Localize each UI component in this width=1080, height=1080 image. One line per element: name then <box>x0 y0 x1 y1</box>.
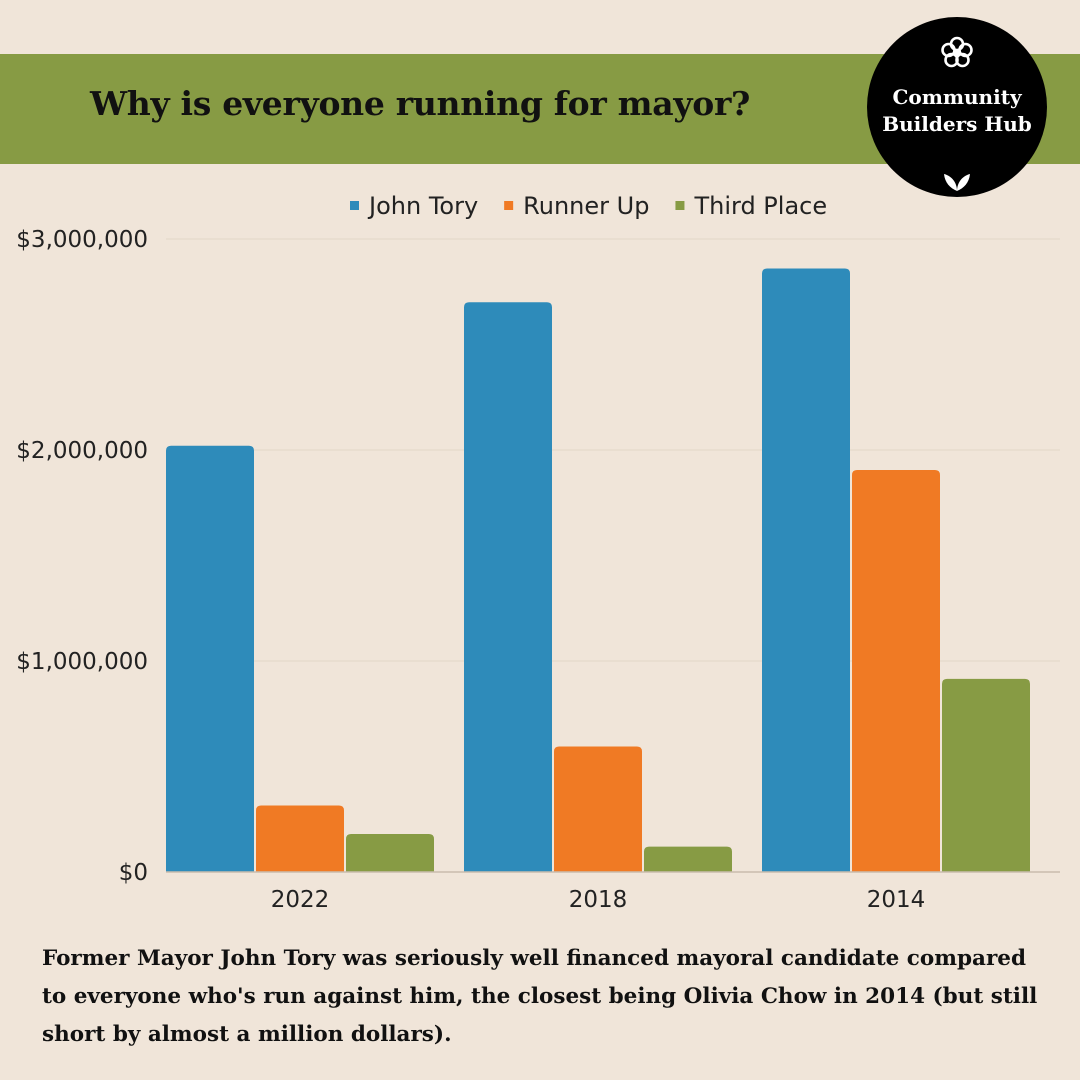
bar-runner-up-2018 <box>554 746 642 872</box>
legend-swatch <box>675 201 685 210</box>
y-tick-label: $3,000,000 <box>16 227 148 253</box>
page-title: Why is everyone running for mayor? <box>90 84 751 123</box>
bar-third-place-2018 <box>644 846 732 872</box>
bar-john-tory-2014 <box>762 268 850 872</box>
bar-third-place-2022 <box>346 834 434 872</box>
legend-label: Runner Up <box>523 192 649 220</box>
x-tick-label: 2018 <box>569 887 628 913</box>
leaf-icon <box>944 174 970 191</box>
legend-swatch <box>504 201 514 210</box>
bar-third-place-2014 <box>942 678 1030 872</box>
logo-text-line-1: Community <box>892 85 1022 109</box>
legend-swatch <box>350 201 359 210</box>
bar-john-tory-2022 <box>166 445 254 872</box>
x-tick-label: 2022 <box>271 887 330 913</box>
bar-runner-up-2014 <box>852 470 940 872</box>
logo-text-line-2: Builders Hub <box>882 112 1032 136</box>
legend-label: John Tory <box>367 192 478 220</box>
community-builders-hub-logo: Community Builders Hub <box>867 17 1047 197</box>
y-tick-label: $1,000,000 <box>16 649 148 675</box>
caption-text: Former Mayor John Tory was seriously wel… <box>42 946 1038 1047</box>
bar-runner-up-2022 <box>256 805 344 872</box>
y-tick-label: $0 <box>119 860 148 886</box>
flower-icon <box>941 36 973 68</box>
bar-chart: $0 $1,000,000 $2,000,000 $3,000,000 2022 2018… <box>16 192 1060 913</box>
legend-label: Third Place <box>693 192 827 220</box>
x-tick-label: 2014 <box>867 887 926 913</box>
y-tick-label: $2,000,000 <box>16 438 148 464</box>
bar-john-tory-2018 <box>464 302 552 872</box>
